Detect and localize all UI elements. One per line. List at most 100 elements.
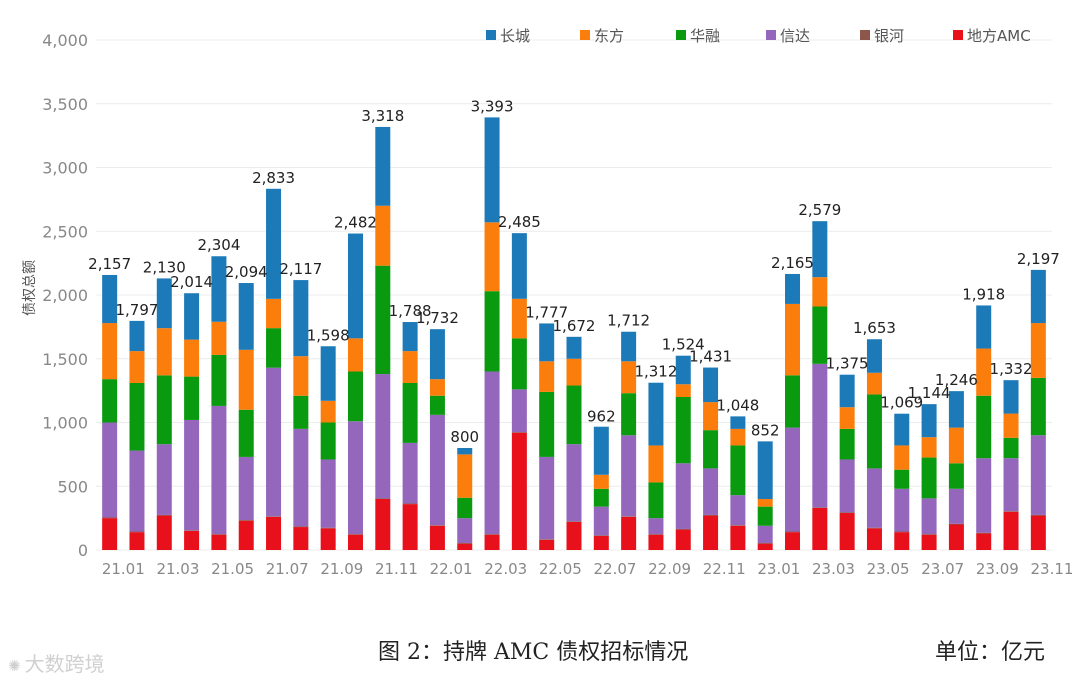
- bar-segment: [129, 531, 145, 533]
- bar-segment: [648, 534, 664, 550]
- total-label: 2,165: [771, 254, 814, 272]
- bar-segment: [976, 305, 992, 349]
- bar-segment: [593, 426, 609, 475]
- bar-segment: [1003, 511, 1019, 512]
- bar-segment: [156, 514, 172, 516]
- bar-segment: [785, 273, 801, 304]
- total-label: 1,653: [853, 319, 896, 337]
- total-label: 1,144: [908, 384, 951, 402]
- total-label: 3,318: [361, 107, 404, 125]
- bar-segment: [402, 322, 418, 352]
- total-label: 1,524: [662, 336, 705, 354]
- bar-segment: [976, 348, 992, 396]
- total-label: 2,197: [1017, 250, 1060, 268]
- bar-segment: [429, 329, 445, 380]
- bar-segment: [1030, 514, 1046, 516]
- bar-segment: [785, 531, 801, 533]
- bar-segment: [757, 506, 773, 526]
- bar-segment: [839, 512, 855, 514]
- x-tick-label: 22.01: [430, 560, 473, 578]
- bar-segment: [484, 291, 500, 372]
- bar-segment: [703, 515, 719, 550]
- total-label: 2,157: [88, 255, 131, 273]
- legend-label: 信达: [780, 27, 810, 45]
- x-tick-label: 23.01: [757, 560, 800, 578]
- bar-segment: [648, 382, 664, 446]
- total-label: 1,777: [525, 303, 568, 321]
- bar-segment: [812, 306, 828, 364]
- bar-segment: [484, 222, 500, 292]
- bar-segment: [675, 529, 691, 550]
- bar-segment: [539, 456, 555, 540]
- bar-segment: [184, 530, 200, 550]
- bar-segment: [539, 539, 555, 550]
- bar-segment: [375, 265, 391, 375]
- bar-segment: [375, 374, 391, 499]
- x-axis: 21.01 21.03 21.05 21.07 21.09 21.11 22.01 22.03…: [102, 560, 1074, 578]
- bar-segment: [129, 450, 145, 532]
- bar-segment: [894, 445, 910, 470]
- bar-segment: [812, 507, 828, 508]
- total-label: 800: [450, 428, 479, 446]
- bar-segment: [457, 497, 473, 519]
- figure-caption: 图 2：持牌 AMC 债权招标情况: [378, 640, 689, 665]
- bar-segment: [948, 488, 964, 524]
- x-tick-label: 23.11: [1031, 560, 1074, 578]
- total-label: 962: [587, 407, 616, 425]
- bar-segment: [839, 513, 855, 550]
- bar-segment: [539, 361, 555, 392]
- bar-segment: [976, 458, 992, 533]
- bar-segment: [539, 391, 555, 457]
- bar-segment: [266, 298, 282, 329]
- legend-swatch: [676, 30, 686, 40]
- bar-segment: [648, 482, 664, 519]
- bar-segment: [866, 372, 882, 395]
- bar-segment: [211, 354, 227, 406]
- bar-segment: [347, 233, 363, 339]
- bar-segment: [1030, 269, 1046, 324]
- bar-segment: [812, 277, 828, 307]
- total-label: 1,797: [115, 301, 158, 319]
- bar-segment: [948, 427, 964, 464]
- bar-segment: [266, 188, 282, 299]
- x-tick-label: 22.09: [648, 560, 691, 578]
- bar-segment: [866, 339, 882, 373]
- bar-segment: [293, 526, 309, 528]
- bar-segment: [156, 375, 172, 445]
- bar-segment: [976, 533, 992, 550]
- bar-segment: [757, 525, 773, 543]
- bar-segment: [1003, 380, 1019, 414]
- bar-segment: [484, 117, 500, 223]
- bar-segment: [730, 445, 746, 496]
- bars: [102, 117, 1046, 550]
- bar-segment: [184, 376, 200, 420]
- total-label: 1,598: [307, 326, 350, 344]
- bar-segment: [1003, 511, 1019, 550]
- bar-segment: [266, 367, 282, 517]
- unit-label: 单位：亿元: [935, 640, 1046, 665]
- bar-segment: [347, 534, 363, 535]
- total-label: 1,788: [389, 302, 432, 320]
- y-tick-label: 1,000: [42, 414, 88, 433]
- bar-segment: [102, 518, 118, 550]
- bar-segment: [402, 382, 418, 443]
- bar-segment: [921, 437, 937, 458]
- y-tick-label: 4,000: [42, 31, 88, 50]
- y-tick-label: 2,500: [42, 222, 88, 241]
- total-label: 1,375: [826, 355, 869, 373]
- x-tick-label: 23.09: [976, 560, 1019, 578]
- y-axis: 0 500 1,000 1,500 2,000 2,500 3,000 3,500 4,000: [42, 31, 88, 560]
- total-label: 2,304: [197, 236, 240, 254]
- x-tick-label: 23.07: [921, 560, 964, 578]
- y-tick-label: 500: [57, 477, 88, 496]
- bar-segment: [402, 442, 418, 504]
- bar-segment: [730, 525, 746, 526]
- bar-segment: [102, 379, 118, 423]
- bar-segment: [184, 339, 200, 377]
- watermark-text: 大数跨境: [24, 652, 105, 676]
- bar-segment: [621, 393, 637, 436]
- bar-segment: [648, 445, 664, 483]
- bar-segment: [293, 356, 309, 396]
- bar-segment: [457, 454, 473, 498]
- bar-segment: [347, 371, 363, 422]
